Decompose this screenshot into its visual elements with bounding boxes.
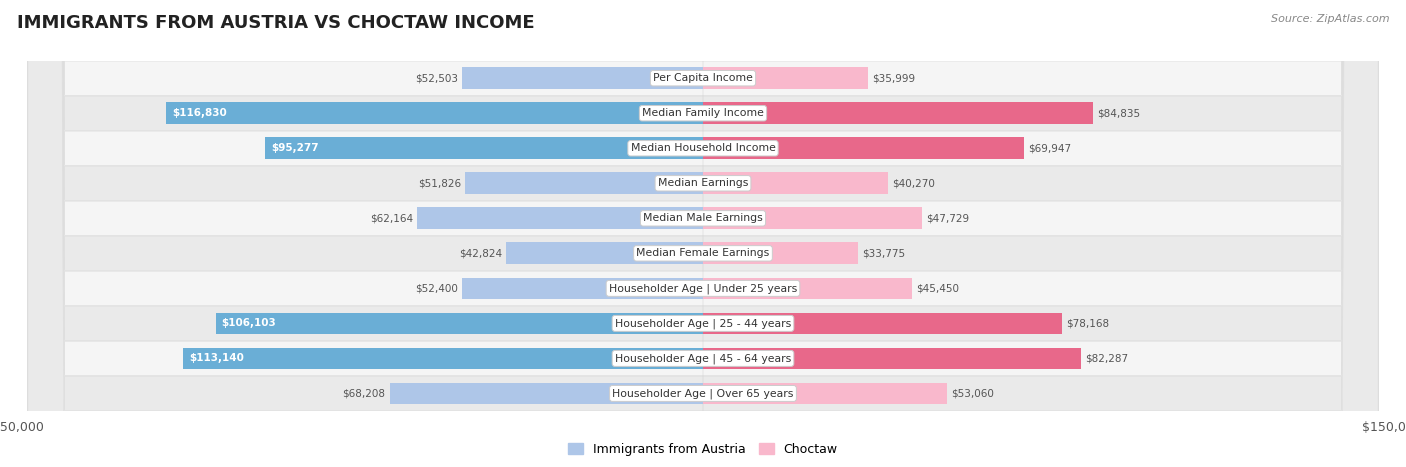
Text: $82,287: $82,287 (1085, 354, 1128, 363)
FancyBboxPatch shape (28, 0, 1378, 467)
Text: $35,999: $35,999 (873, 73, 915, 83)
Text: Householder Age | Under 25 years: Householder Age | Under 25 years (609, 283, 797, 294)
Text: Median Female Earnings: Median Female Earnings (637, 248, 769, 258)
Bar (183, 347, 703, 369)
Text: $113,140: $113,140 (188, 354, 243, 363)
Text: $69,947: $69,947 (1028, 143, 1071, 153)
FancyBboxPatch shape (28, 0, 1378, 467)
Bar (703, 137, 1024, 159)
Text: Householder Age | Over 65 years: Householder Age | Over 65 years (612, 388, 794, 399)
Text: $53,060: $53,060 (950, 389, 994, 398)
Bar (463, 277, 703, 299)
Text: Source: ZipAtlas.com: Source: ZipAtlas.com (1271, 14, 1389, 24)
FancyBboxPatch shape (28, 0, 1378, 467)
Text: $68,208: $68,208 (343, 389, 385, 398)
Text: $42,824: $42,824 (458, 248, 502, 258)
FancyBboxPatch shape (28, 0, 1378, 467)
Text: IMMIGRANTS FROM AUSTRIA VS CHOCTAW INCOME: IMMIGRANTS FROM AUSTRIA VS CHOCTAW INCOM… (17, 14, 534, 32)
Bar (506, 242, 703, 264)
Text: $95,277: $95,277 (271, 143, 319, 153)
Text: $40,270: $40,270 (891, 178, 935, 188)
Text: $51,826: $51,826 (418, 178, 461, 188)
Bar (703, 67, 869, 89)
Text: $52,503: $52,503 (415, 73, 458, 83)
Bar (703, 277, 911, 299)
FancyBboxPatch shape (28, 0, 1378, 467)
Text: $52,400: $52,400 (415, 283, 458, 293)
Legend: Immigrants from Austria, Choctaw: Immigrants from Austria, Choctaw (564, 438, 842, 461)
Text: Householder Age | 25 - 44 years: Householder Age | 25 - 44 years (614, 318, 792, 329)
Bar (703, 207, 922, 229)
Text: $84,835: $84,835 (1097, 108, 1140, 118)
Text: $47,729: $47,729 (927, 213, 970, 223)
Bar (461, 67, 703, 89)
FancyBboxPatch shape (28, 0, 1378, 467)
Bar (703, 312, 1062, 334)
Text: Per Capita Income: Per Capita Income (652, 73, 754, 83)
FancyBboxPatch shape (28, 0, 1378, 467)
Bar (465, 172, 703, 194)
Text: Householder Age | 45 - 64 years: Householder Age | 45 - 64 years (614, 353, 792, 364)
Bar (703, 242, 858, 264)
FancyBboxPatch shape (28, 0, 1378, 467)
Text: $106,103: $106,103 (221, 318, 276, 328)
Bar (703, 382, 946, 404)
FancyBboxPatch shape (28, 0, 1378, 467)
FancyBboxPatch shape (28, 0, 1378, 467)
Bar (215, 312, 703, 334)
Bar (389, 382, 703, 404)
Text: $62,164: $62,164 (370, 213, 413, 223)
Bar (266, 137, 703, 159)
Text: Median Earnings: Median Earnings (658, 178, 748, 188)
Bar (418, 207, 703, 229)
Bar (166, 102, 703, 124)
Text: $78,168: $78,168 (1066, 318, 1109, 328)
Text: $33,775: $33,775 (862, 248, 905, 258)
Text: Median Male Earnings: Median Male Earnings (643, 213, 763, 223)
Bar (703, 172, 889, 194)
Text: Median Household Income: Median Household Income (630, 143, 776, 153)
Text: $45,450: $45,450 (915, 283, 959, 293)
Bar (703, 102, 1092, 124)
Text: $116,830: $116,830 (172, 108, 226, 118)
Bar (703, 347, 1081, 369)
Text: Median Family Income: Median Family Income (643, 108, 763, 118)
